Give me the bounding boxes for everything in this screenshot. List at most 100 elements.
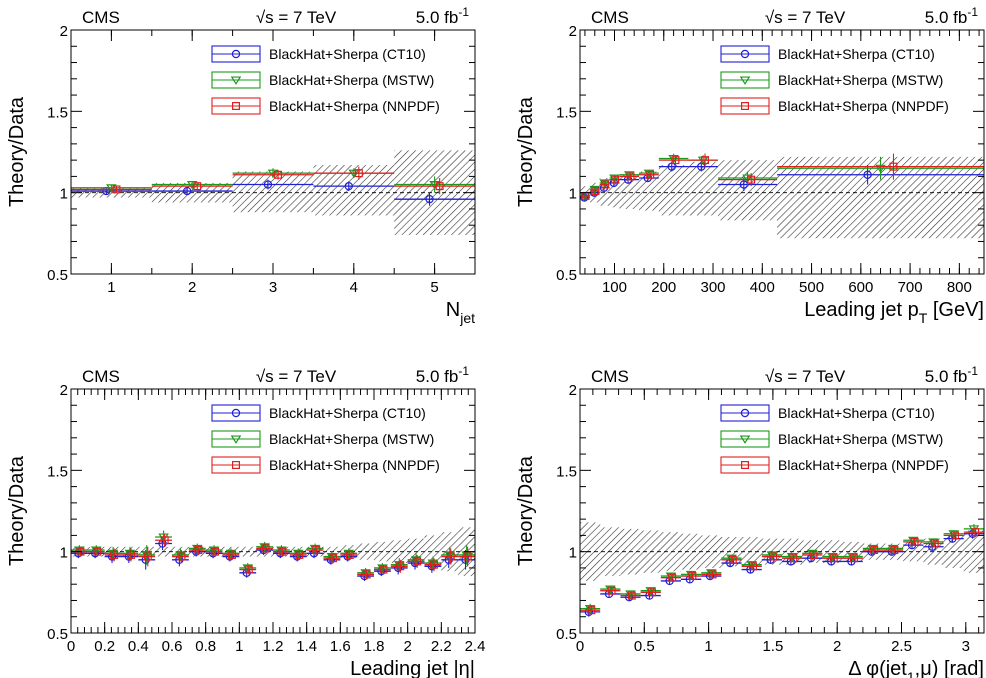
data-point xyxy=(244,565,253,574)
uncertainty-band-bin xyxy=(232,171,314,213)
x-tick-label: 0.5 xyxy=(634,638,655,655)
data-point xyxy=(870,546,879,555)
data-point xyxy=(126,550,135,559)
legend-marker xyxy=(739,435,751,444)
uncertainty-band-bin xyxy=(688,161,718,216)
y-tick-label: 1.5 xyxy=(556,463,577,480)
uncertainty-band-bin xyxy=(717,160,778,221)
luminosity-exponent: -1 xyxy=(967,5,978,19)
uncertainty-band-bin xyxy=(639,171,659,211)
data-point xyxy=(671,156,680,165)
x-tick-label: 1 xyxy=(107,279,115,296)
plot-frame xyxy=(70,388,476,634)
plot-area xyxy=(580,153,984,239)
data-point xyxy=(829,554,838,563)
data-point xyxy=(890,546,899,555)
data-point xyxy=(747,175,756,184)
x-axis-label-post: [GeV] xyxy=(927,299,984,321)
legend-marker xyxy=(230,435,242,444)
data-point xyxy=(889,162,898,171)
data-point xyxy=(708,570,717,579)
x-tick-label: 3 xyxy=(269,279,277,296)
x-axis-label-main: Δ φ(jet xyxy=(848,658,907,678)
data-point xyxy=(354,169,363,178)
data-point xyxy=(930,539,939,548)
uncertainty-band-bin xyxy=(619,174,640,209)
data-point xyxy=(274,170,283,179)
luminosity-value: 5.0 fb xyxy=(925,367,968,386)
series-mstw xyxy=(71,530,475,578)
x-axis-label-main: Leading jet p xyxy=(804,299,919,321)
x-tick-label: 1 xyxy=(704,638,712,655)
x-tick-label: 2 xyxy=(188,279,196,296)
data-point xyxy=(177,552,186,561)
legend-label: BlackHat+Sherpa (MSTW) xyxy=(778,431,943,447)
plot-frame xyxy=(579,388,985,634)
data-point xyxy=(344,181,353,191)
luminosity-value: 5.0 fb xyxy=(416,367,459,386)
data-point xyxy=(626,172,635,181)
data-point xyxy=(446,552,455,561)
x-axis-label: Leading jet |η| xyxy=(350,658,475,678)
data-point xyxy=(580,193,589,202)
data-point xyxy=(809,550,818,559)
y-axis-label: Theory/Data xyxy=(515,455,537,566)
data-point xyxy=(609,174,620,183)
x-tick-label: 1 xyxy=(235,638,243,655)
header-luminosity: 5.0 fb-1 xyxy=(416,5,470,27)
uncertainty-band-bin xyxy=(701,535,722,568)
y-tick-label: 2 xyxy=(569,23,577,40)
data-point xyxy=(211,547,220,556)
x-tick-label: 0 xyxy=(576,638,584,655)
x-tick-label: 2.2 xyxy=(431,638,452,655)
series-nnpdf xyxy=(580,527,984,616)
header-energy: √s = 7 TeV xyxy=(765,8,846,27)
data-point xyxy=(362,570,371,579)
y-tick-label: 1 xyxy=(569,545,577,562)
x-axis-label: Leading jet pT [GeV] xyxy=(804,299,984,326)
y-tick-label: 2 xyxy=(60,23,68,40)
legend-label: BlackHat+Sherpa (CT10) xyxy=(778,46,935,62)
data-point xyxy=(295,550,304,559)
data-point xyxy=(646,170,655,179)
y-axis-label: Theory/Data xyxy=(515,96,537,207)
x-tick-label: 1.5 xyxy=(762,638,783,655)
y-tick-label: 1.5 xyxy=(47,104,68,121)
x-tick-label: 2 xyxy=(833,638,841,655)
x-tick-label: 0.6 xyxy=(162,638,183,655)
data-point xyxy=(701,156,710,165)
data-point xyxy=(379,565,388,574)
header-cms: CMS xyxy=(591,367,629,386)
data-point xyxy=(611,175,620,184)
data-point xyxy=(589,185,601,195)
legend-label: BlackHat+Sherpa (CT10) xyxy=(269,46,426,62)
y-axis-label: Theory/Data xyxy=(6,96,28,207)
header-energy: √s = 7 TeV xyxy=(765,367,846,386)
data-point xyxy=(396,562,405,571)
x-tick-label: 300 xyxy=(701,279,726,296)
header-luminosity: 5.0 fb-1 xyxy=(925,364,979,386)
uncertainty-band-bin xyxy=(609,176,620,208)
x-tick-label: 800 xyxy=(947,279,972,296)
luminosity-value: 5.0 fb xyxy=(416,8,459,27)
data-point xyxy=(742,174,753,183)
x-tick-label: 0.4 xyxy=(128,638,149,655)
x-tick-label: 100 xyxy=(602,279,627,296)
data-point xyxy=(863,170,872,179)
x-tick-label: 2 xyxy=(403,638,411,655)
legend-label: BlackHat+Sherpa (NNPDF) xyxy=(778,98,949,114)
x-tick-label: 600 xyxy=(848,279,873,296)
data-point xyxy=(425,194,434,204)
x-axis-label: Njet xyxy=(446,299,475,326)
x-tick-label: 1.4 xyxy=(296,638,317,655)
y-tick-label: 1.5 xyxy=(556,104,577,121)
series-nnpdf xyxy=(71,533,475,580)
y-tick-label: 1 xyxy=(60,186,68,203)
y-tick-label: 0.5 xyxy=(47,626,68,643)
data-point xyxy=(789,554,798,563)
luminosity-exponent: -1 xyxy=(458,5,469,19)
data-point xyxy=(950,531,959,540)
luminosity-value: 5.0 fb xyxy=(925,8,968,27)
uncertainty-band-bin xyxy=(660,532,681,572)
